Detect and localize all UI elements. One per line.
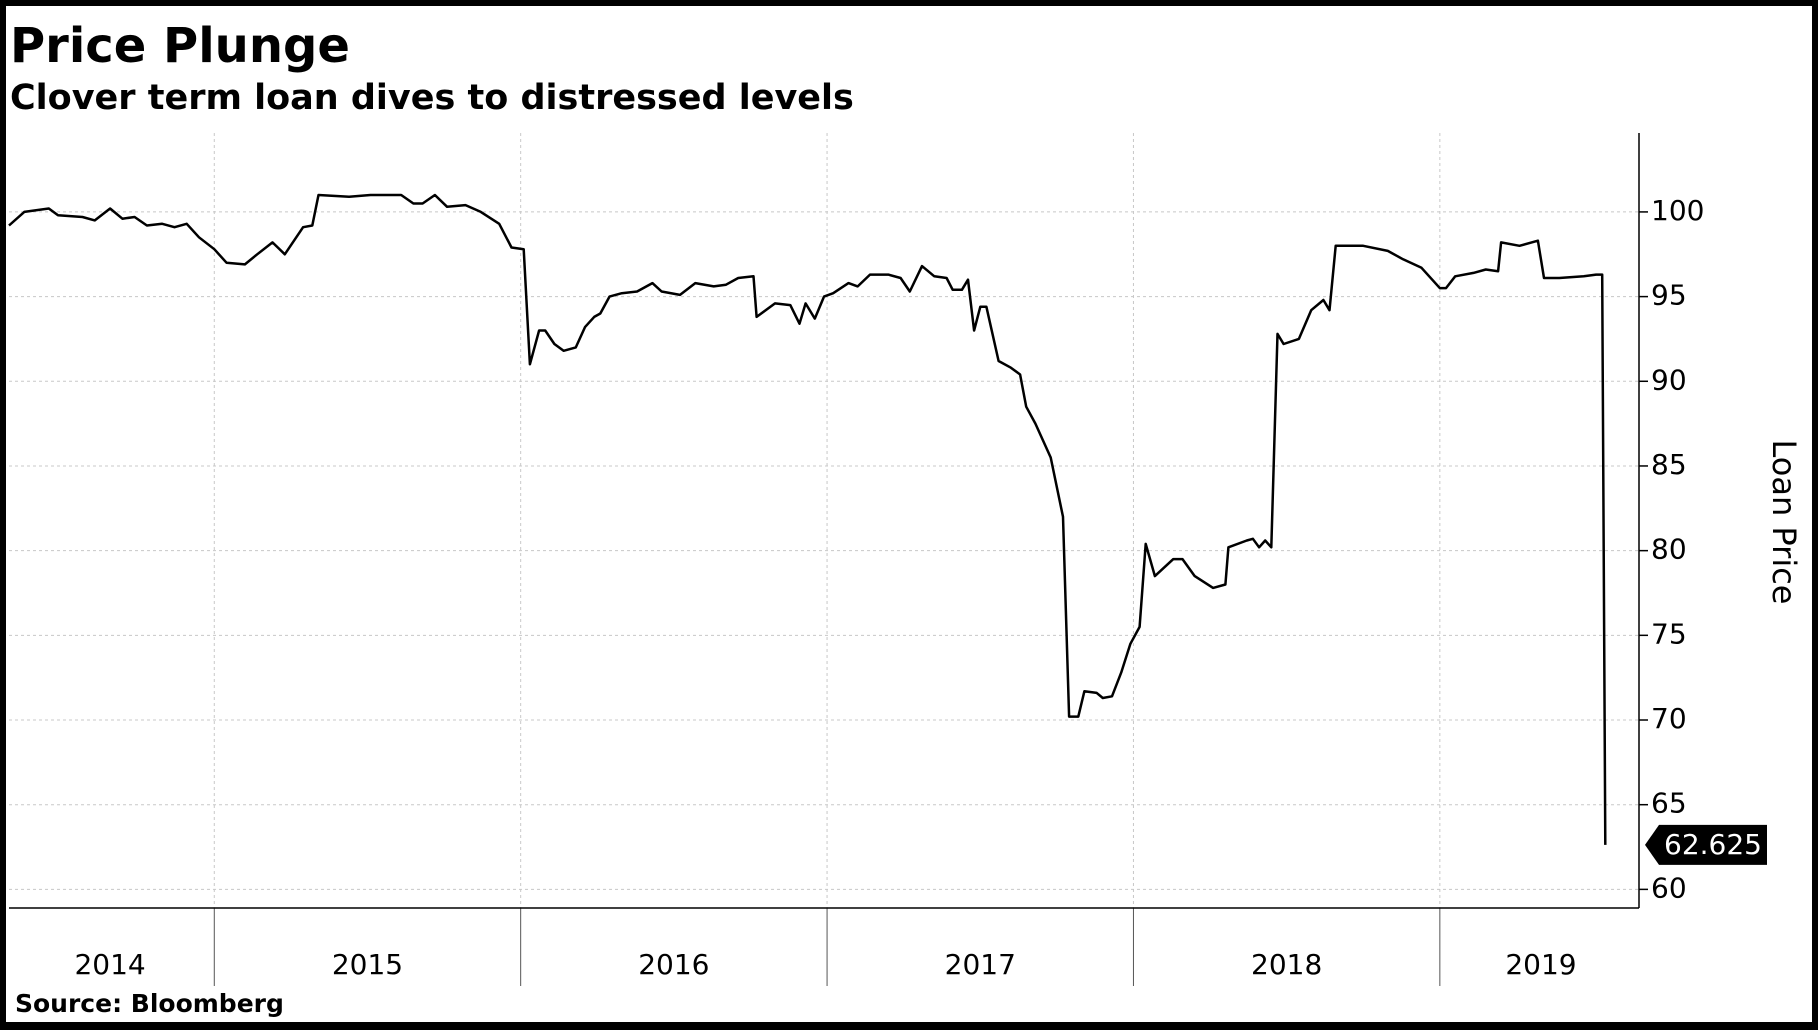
x-tick-label: 2015 bbox=[332, 948, 403, 981]
y-tick-label: 100 bbox=[1651, 194, 1704, 227]
chart-title: Price Plunge bbox=[10, 18, 350, 74]
y-axis-label: Loan Price bbox=[1765, 440, 1803, 605]
x-tick-label: 2014 bbox=[74, 948, 145, 981]
y-tick-label: 85 bbox=[1651, 448, 1687, 481]
source: Source: Bloomberg bbox=[15, 989, 284, 1018]
y-tick-label: 60 bbox=[1651, 871, 1687, 904]
y-tick-label: 75 bbox=[1651, 617, 1687, 650]
last-value-label: 62.625 bbox=[1664, 828, 1762, 861]
y-tick-label: 65 bbox=[1651, 787, 1687, 820]
x-tick-label: 2017 bbox=[945, 948, 1016, 981]
y-tick-label: 95 bbox=[1651, 279, 1687, 312]
price-line bbox=[8, 193, 1607, 845]
x-tick-label: 2016 bbox=[638, 948, 709, 981]
chart-subtitle: Clover term loan dives to distressed lev… bbox=[10, 78, 854, 118]
x-tick-label: 2019 bbox=[1505, 948, 1576, 981]
y-tick-label: 90 bbox=[1651, 363, 1687, 396]
y-tick-label: 70 bbox=[1651, 702, 1687, 735]
background bbox=[6, 6, 1812, 1022]
last-value-box bbox=[1645, 824, 1767, 865]
x-tick-label: 2018 bbox=[1251, 948, 1322, 981]
y-tick-label: 80 bbox=[1651, 533, 1687, 566]
